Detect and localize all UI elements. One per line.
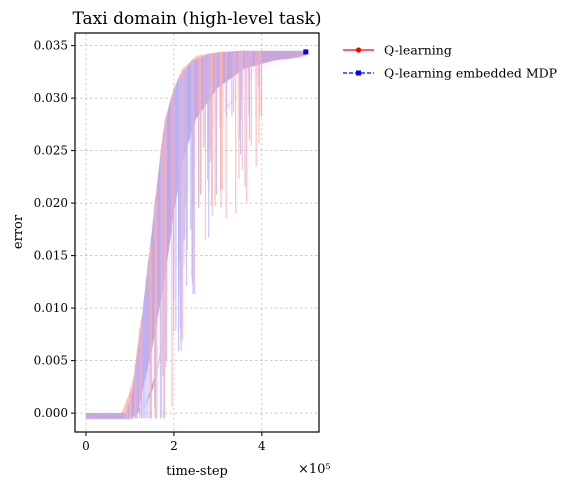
y-tick-label-3: 0.015 xyxy=(34,249,68,263)
x-tick-label-2: 4 xyxy=(258,439,266,453)
legend-label-q-learning-embedded-mdp: Q-learning embedded MDP xyxy=(384,66,557,81)
y-tick-label-4: 0.020 xyxy=(34,196,68,210)
y-tick-label-0: 0.000 xyxy=(34,406,68,420)
y-axis-label: error xyxy=(11,214,26,249)
end-marker xyxy=(303,49,309,55)
legend-label-q-learning: Q-learning xyxy=(384,43,452,58)
legend: Q-learning Q-learning embedded MDP xyxy=(343,43,557,81)
y-axis-ticks: 0.000 0.005 0.010 0.015 0.020 0.025 0.030 0.035 xyxy=(34,39,75,420)
x-tick-label-1: 2 xyxy=(170,439,178,453)
plot-frame xyxy=(74,32,320,433)
x-axis-multiplier: ×10⁵ xyxy=(298,462,331,477)
y-tick-label-1: 0.005 xyxy=(34,354,68,368)
band-overlap xyxy=(86,50,306,419)
legend-marker-q-learning xyxy=(355,47,362,53)
y-tick-label-7: 0.035 xyxy=(34,39,68,53)
x-axis-ticks: 0 2 4 xyxy=(82,432,266,453)
y-tick-label-5: 0.025 xyxy=(34,144,68,158)
x-tick-label-0: 0 xyxy=(82,439,90,453)
x-axis-label: time-step xyxy=(166,464,228,479)
chart-title: Taxi domain (high-level task) xyxy=(73,9,322,29)
legend-marker-q-learning-embedded-mdp xyxy=(356,70,361,76)
end-marker-layer xyxy=(303,49,309,55)
series-spikes xyxy=(125,50,263,419)
series-bands xyxy=(86,50,306,420)
y-tick-label-2: 0.010 xyxy=(34,301,68,315)
y-tick-label-6: 0.030 xyxy=(34,91,68,105)
